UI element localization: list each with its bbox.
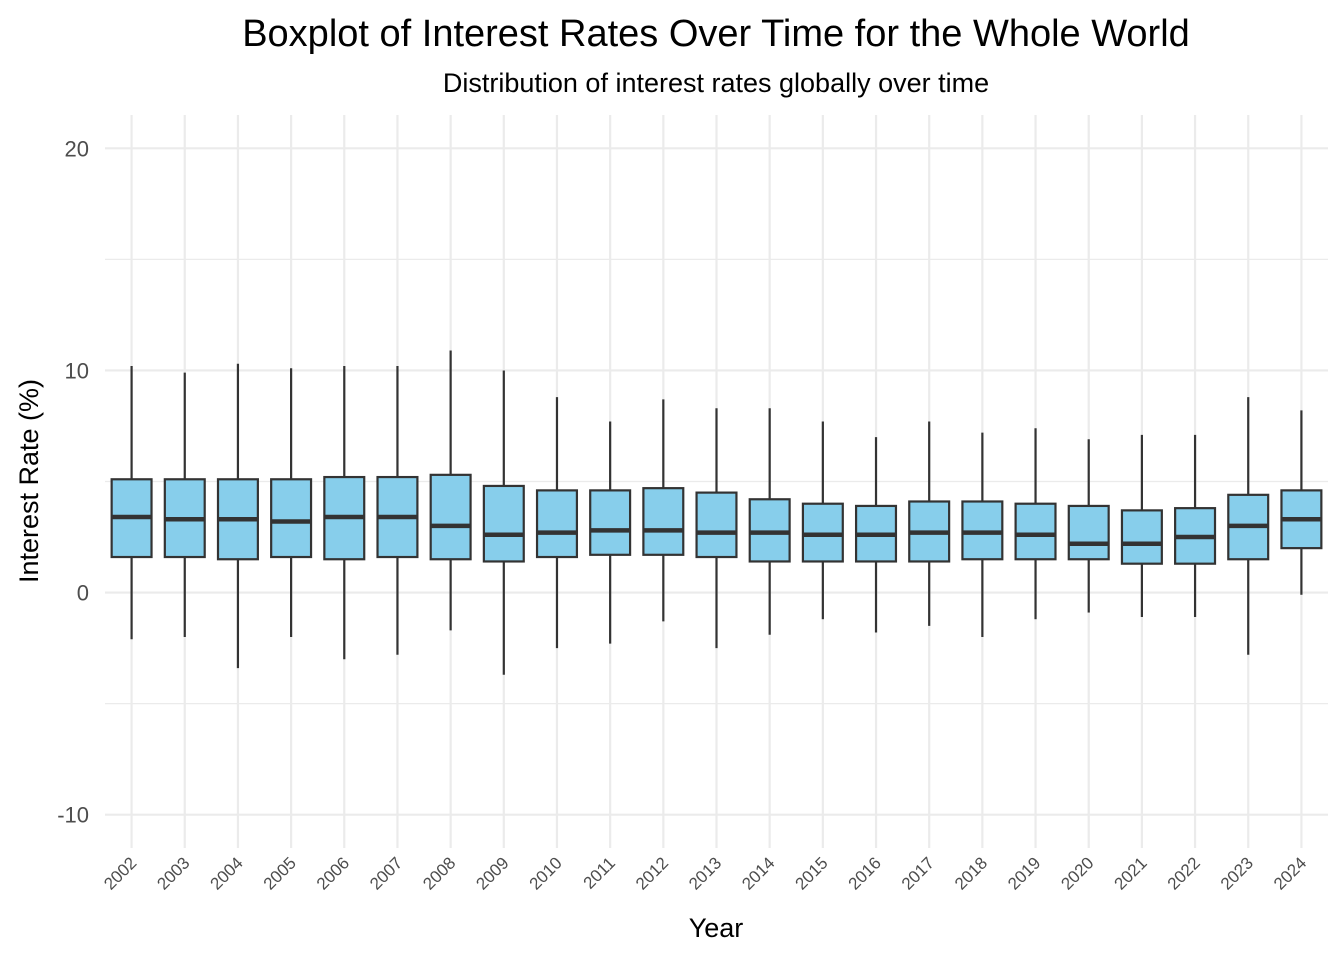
box-group-2022 <box>1174 434 1217 617</box>
x-tick-label: 2011 <box>580 853 619 892</box>
box-group-2002 <box>110 365 153 640</box>
boxes <box>110 350 1323 675</box>
y-tick-label: 20 <box>65 136 89 161</box>
box-group-2006 <box>323 365 366 660</box>
box-group-2014 <box>748 408 791 635</box>
x-tick-label: 2021 <box>1111 853 1151 893</box>
x-tick-label: 2017 <box>898 853 938 893</box>
chart-title: Boxplot of Interest Rates Over Time for … <box>242 13 1190 55</box>
x-tick-label: 2016 <box>845 853 885 893</box>
x-tick-label: 2004 <box>207 853 247 893</box>
box <box>482 484 525 563</box>
x-tick-label: 2010 <box>526 853 566 893</box>
x-tick-label: 2002 <box>100 853 140 893</box>
x-tick-label: 2020 <box>1057 853 1097 893</box>
box-group-2010 <box>535 397 579 649</box>
y-tick-label: -10 <box>57 803 89 828</box>
x-tick-label: 2012 <box>632 853 672 893</box>
box-group-2008 <box>429 350 472 631</box>
y-axis-title: Interest Rate (%) <box>14 379 44 583</box>
box-group-2013 <box>695 408 738 649</box>
box-group-2005 <box>270 368 313 637</box>
box <box>429 473 472 561</box>
box-group-2011 <box>589 421 632 644</box>
box-group-2024 <box>1280 410 1323 595</box>
box <box>270 478 313 559</box>
x-tick-label: 2007 <box>366 853 406 893</box>
box-group-2020 <box>1067 439 1110 613</box>
box-group-2019 <box>1014 428 1057 620</box>
x-tick-label: 2005 <box>260 853 300 893</box>
chart-subtitle: Distribution of interest rates globally … <box>443 68 989 98</box>
box-group-2003 <box>163 372 206 637</box>
box-group-2007 <box>376 365 419 655</box>
x-axis-ticks: 2002 2003 2004 2005 2006 2007 2008 2009 2010 2011… <box>100 853 1310 893</box>
x-axis-title: Year <box>689 913 744 943</box>
box <box>695 491 738 559</box>
y-tick-label: 0 <box>77 581 89 606</box>
x-tick-label: 2022 <box>1164 853 1204 893</box>
x-tick-label: 2019 <box>1004 853 1044 893</box>
box <box>589 489 632 556</box>
box-group-2012 <box>642 399 685 622</box>
x-tick-label: 2024 <box>1270 853 1310 893</box>
box-group-2004 <box>216 363 259 669</box>
x-tick-label: 2008 <box>419 853 459 893</box>
x-tick-label: 2014 <box>738 853 778 893</box>
box-group-2015 <box>801 421 844 620</box>
x-tick-label: 2013 <box>685 853 725 893</box>
y-axis-ticks: -10 0 10 20 <box>57 136 89 827</box>
box <box>642 487 685 556</box>
box <box>535 489 579 559</box>
box-group-2023 <box>1227 397 1270 655</box>
x-tick-label: 2003 <box>153 853 193 893</box>
box <box>1120 509 1163 565</box>
y-tick-label: 10 <box>65 358 89 383</box>
x-tick-label: 2023 <box>1217 853 1257 893</box>
box-group-2017 <box>908 421 951 626</box>
x-tick-label: 2015 <box>791 853 831 893</box>
box <box>1067 504 1110 561</box>
box-group-2021 <box>1120 434 1163 617</box>
box-group-2009 <box>482 370 525 675</box>
box-group-2016 <box>854 437 898 633</box>
x-tick-label: 2009 <box>472 853 512 893</box>
x-tick-label: 2018 <box>951 853 991 893</box>
box-group-2018 <box>961 432 1004 637</box>
x-tick-label: 2006 <box>313 853 353 893</box>
box <box>1014 502 1057 561</box>
